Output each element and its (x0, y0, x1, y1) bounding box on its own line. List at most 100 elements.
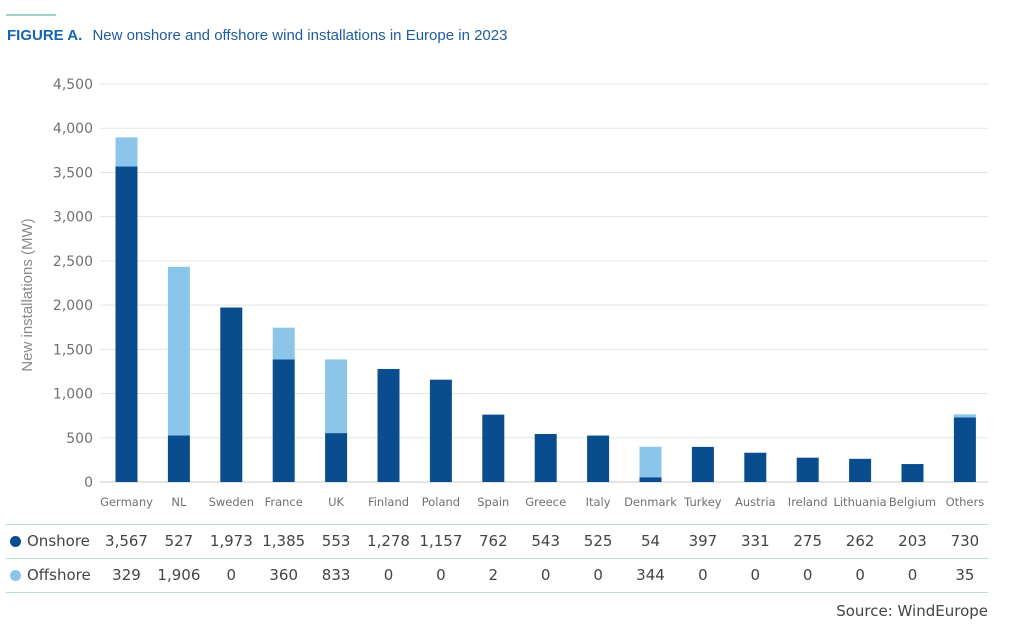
offshore-value: 0 (383, 566, 394, 584)
onshore-value: 1,157 (419, 532, 463, 550)
x-tick-label: Finland (368, 495, 409, 509)
x-tick-label: Turkey (683, 495, 722, 509)
bar-onshore-nl (167, 435, 190, 482)
onshore-value: 331 (740, 532, 770, 550)
offshore-value: 0 (698, 566, 708, 584)
onshore-value: 1,973 (209, 532, 253, 550)
offshore-value: 0 (750, 566, 761, 584)
onshore-value: 1,278 (367, 532, 410, 550)
offshore-value: 360 (269, 566, 299, 584)
figure-title: FIGURE A. New onshore and offshore wind … (7, 27, 507, 44)
offshore-value: 833 (321, 566, 351, 584)
onshore-value: 203 (898, 532, 927, 550)
offshore-value: 0 (802, 566, 813, 584)
bar-onshore-others (953, 417, 976, 482)
bar-onshore-germany (115, 166, 138, 482)
y-tick-labels: 0 500 1,000 1,500 2,000 2,500 3,000 3,500 4,000 4… (53, 77, 93, 491)
bar-onshore-austria (744, 452, 767, 482)
x-tick-label: Ireland (788, 495, 828, 509)
offshore-value: 2 (488, 566, 499, 584)
onshore-value: 54 (640, 532, 661, 550)
offshore-value: 329 (112, 566, 141, 584)
bar-onshore-sweden (220, 307, 243, 482)
y-tick-label: 1,000 (53, 387, 93, 403)
x-tick-label: Poland (422, 495, 460, 509)
onshore-value: 3,567 (105, 532, 148, 550)
y-axis-label: New installations (MW) (19, 218, 36, 371)
x-tick-label: Italy (586, 495, 611, 509)
x-tick-label: France (265, 495, 303, 509)
y-tick-label: 3,000 (53, 210, 93, 226)
bar-offshore-uk (325, 359, 348, 434)
bar-offshore-denmark (639, 446, 662, 478)
offshore-row: Offshore 329 1,906 0 360 833 0 0 2 0 0 344 0 0 0 0 0 35 (6, 558, 988, 593)
bar-onshore-italy (587, 435, 610, 482)
y-tick-label: 2,500 (53, 254, 93, 270)
x-tick-label: Germany (100, 495, 153, 509)
bar-offshore-nl (167, 266, 190, 436)
y-tick-label: 4,000 (53, 121, 93, 137)
offshore-value: 0 (436, 566, 446, 584)
bar-onshore-turkey (691, 446, 714, 482)
onshore-value: 553 (321, 532, 351, 550)
accent-line (6, 14, 56, 16)
onshore-legend-dot (10, 536, 21, 547)
onshore-row: Onshore 3,567 527 1,973 1,385 553 1,278 1,157 7… (6, 524, 988, 558)
onshore-value: 527 (164, 532, 194, 550)
bar-onshore-belgium (901, 464, 924, 482)
bar-onshore-finland (377, 368, 400, 482)
x-tick-label: Lithuania (833, 495, 886, 509)
offshore-value: 344 (636, 566, 665, 584)
offshore-value: 0 (855, 566, 865, 584)
x-tick-label: Austria (735, 495, 776, 509)
x-tick-label: Belgium (889, 495, 936, 509)
x-tick-label: Others (946, 495, 985, 509)
offshore-value: 0 (593, 566, 603, 584)
x-tick-label: NL (171, 495, 187, 509)
wind-installations-chart: 0 500 1,000 1,500 2,000 2,500 3,000 3,500 4,000 4… (19, 77, 988, 509)
offshore-value: 1,906 (157, 566, 201, 584)
onshore-legend-label: Onshore (27, 532, 90, 550)
bar-onshore-denmark (639, 477, 662, 482)
y-tick-label: 2,000 (53, 298, 93, 314)
onshore-value: 543 (531, 532, 561, 550)
bar-onshore-france (272, 359, 295, 482)
onshore-value: 525 (583, 532, 613, 550)
y-tick-label: 4,500 (53, 77, 93, 93)
onshore-value: 262 (845, 532, 875, 550)
category-labels: Germany NL Sweden France UK Finland Poland Spai… (100, 495, 984, 509)
onshore-value: 762 (478, 532, 508, 550)
y-tick-label: 3,500 (53, 165, 93, 181)
bar-onshore-lithuania (849, 458, 872, 482)
x-tick-label: Denmark (624, 495, 677, 509)
offshore-value: 0 (540, 566, 551, 584)
x-tick-label: UK (328, 495, 344, 509)
source-note: Source: WindEurope (836, 602, 988, 620)
y-tick-label: 0 (84, 475, 93, 491)
offshore-legend-dot (10, 570, 21, 581)
bar-offshore-france (272, 327, 295, 360)
x-tick-label: Sweden (209, 495, 254, 509)
bar-offshore-germany (115, 137, 138, 167)
y-tick-label: 500 (66, 431, 93, 447)
bar-offshore-others (953, 414, 976, 418)
onshore-value: 1,385 (262, 532, 306, 550)
bar-onshore-greece (534, 433, 557, 482)
offshore-value: 0 (907, 566, 918, 584)
offshore-legend: Offshore (10, 566, 91, 584)
offshore-value: 0 (226, 566, 237, 584)
figure-title-text: New onshore and offshore wind installati… (92, 27, 508, 44)
y-tick-label: 1,500 (53, 342, 93, 358)
bar-onshore-spain (482, 414, 505, 482)
onshore-value: 275 (793, 532, 823, 550)
bar-onshore-uk (325, 433, 348, 482)
bars (115, 137, 976, 482)
figure-label: FIGURE A. (7, 27, 83, 44)
onshore-value: 397 (688, 532, 718, 550)
onshore-value: 730 (950, 532, 980, 550)
offshore-value: 35 (955, 566, 975, 584)
offshore-legend-label: Offshore (27, 566, 91, 584)
bar-onshore-poland (429, 379, 452, 482)
x-tick-label: Greece (525, 495, 566, 509)
onshore-legend: Onshore (10, 532, 90, 550)
